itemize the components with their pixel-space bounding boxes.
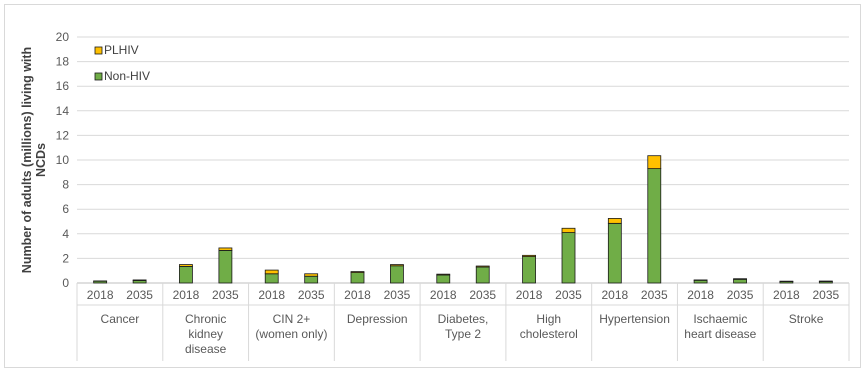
year-tick-label: 2035 xyxy=(212,288,239,302)
legend-swatch xyxy=(94,46,103,55)
category-label: heart disease xyxy=(684,327,756,341)
year-tick-label: 2035 xyxy=(384,288,411,302)
bar-non-hiv xyxy=(390,265,404,284)
year-tick-label: 2018 xyxy=(173,288,200,302)
bar-plhiv xyxy=(264,269,279,275)
bar-plhiv xyxy=(733,278,747,280)
category-label: (women only) xyxy=(255,327,327,341)
bar-plhiv xyxy=(132,279,147,281)
year-tick-label: 2035 xyxy=(727,288,754,302)
bar-non-hiv xyxy=(693,279,708,284)
year-tick-label: 2018 xyxy=(687,288,714,302)
y-tick-label: 2 xyxy=(62,251,69,265)
legend-label: PLHIV xyxy=(104,43,139,57)
bar-plhiv xyxy=(436,273,451,276)
bar-non-hiv xyxy=(561,232,576,284)
legend-label: Non-HIV xyxy=(104,69,150,83)
year-tick-label: 2018 xyxy=(516,288,543,302)
bar-non-hiv xyxy=(436,274,451,284)
bar-non-hiv xyxy=(179,265,193,284)
category-label: Ischaemic xyxy=(693,312,747,326)
category-label: Cancer xyxy=(101,312,140,326)
category-label: disease xyxy=(185,342,227,356)
bar-non-hiv xyxy=(475,266,490,284)
year-tick-label: 2035 xyxy=(555,288,582,302)
y-axis-label: NCDs xyxy=(34,143,48,177)
bar-plhiv xyxy=(179,264,193,267)
year-tick-label: 2018 xyxy=(258,288,285,302)
y-tick-label: 16 xyxy=(56,79,70,93)
bar-plhiv xyxy=(607,218,622,224)
bar-plhiv xyxy=(218,247,233,251)
bar-plhiv xyxy=(390,264,404,267)
year-tick-label: 2035 xyxy=(298,288,325,302)
bar-non-hiv xyxy=(350,272,365,284)
year-tick-label: 2018 xyxy=(344,288,371,302)
legend-swatch xyxy=(94,72,103,81)
category-label: Type 2 xyxy=(445,327,481,341)
category-label: Depression xyxy=(347,312,408,326)
bar-non-hiv xyxy=(733,278,747,284)
category-label: Diabetes, xyxy=(438,312,489,326)
bar-non-hiv xyxy=(522,256,536,284)
bar-plhiv xyxy=(304,273,319,277)
y-tick-label: 8 xyxy=(62,178,69,192)
year-tick-label: 2018 xyxy=(430,288,457,302)
year-tick-label: 2035 xyxy=(812,288,839,302)
y-axis-label: Number of adults (millions) living with xyxy=(20,47,34,273)
y-tick-label: 18 xyxy=(56,55,70,69)
category-label: cholesterol xyxy=(520,327,578,341)
bar-non-hiv xyxy=(607,222,622,284)
y-tick-label: 4 xyxy=(62,227,69,241)
category-label: Chronic xyxy=(185,312,226,326)
year-tick-label: 2018 xyxy=(601,288,628,302)
y-tick-label: 0 xyxy=(62,276,69,290)
category-label: CIN 2+ xyxy=(273,312,311,326)
category-label: Hypertension xyxy=(599,312,670,326)
bar-plhiv xyxy=(522,254,536,257)
y-tick-label: 10 xyxy=(56,153,70,167)
bar-plhiv xyxy=(647,155,662,170)
y-tick-label: 14 xyxy=(56,104,70,118)
category-label: kidney xyxy=(188,327,223,341)
bar-non-hiv xyxy=(304,275,319,284)
year-tick-label: 2035 xyxy=(469,288,496,302)
year-tick-label: 2035 xyxy=(126,288,153,302)
bar-non-hiv xyxy=(264,273,279,284)
chart-frame: 0 2 4 6 8 10 12 14 16 18 20 2018 2035 Cancer 2018 2035 C… xyxy=(4,4,861,368)
y-tick-label: 6 xyxy=(62,202,69,216)
year-tick-label: 2018 xyxy=(87,288,114,302)
bar-non-hiv xyxy=(218,250,233,284)
y-tick-label: 12 xyxy=(56,128,70,142)
year-tick-label: 2018 xyxy=(773,288,800,302)
category-label: Stroke xyxy=(789,312,824,326)
bar-non-hiv xyxy=(647,168,662,284)
y-tick-label: 20 xyxy=(56,30,70,44)
bar-plhiv xyxy=(350,271,365,273)
category-label: High xyxy=(536,312,561,326)
bar-plhiv xyxy=(475,265,490,268)
year-tick-label: 2035 xyxy=(641,288,668,302)
stacked-bar-chart: 0 2 4 6 8 10 12 14 16 18 20 2018 2035 Cancer 2018 2035 C… xyxy=(20,30,850,361)
bar-plhiv xyxy=(561,227,576,233)
